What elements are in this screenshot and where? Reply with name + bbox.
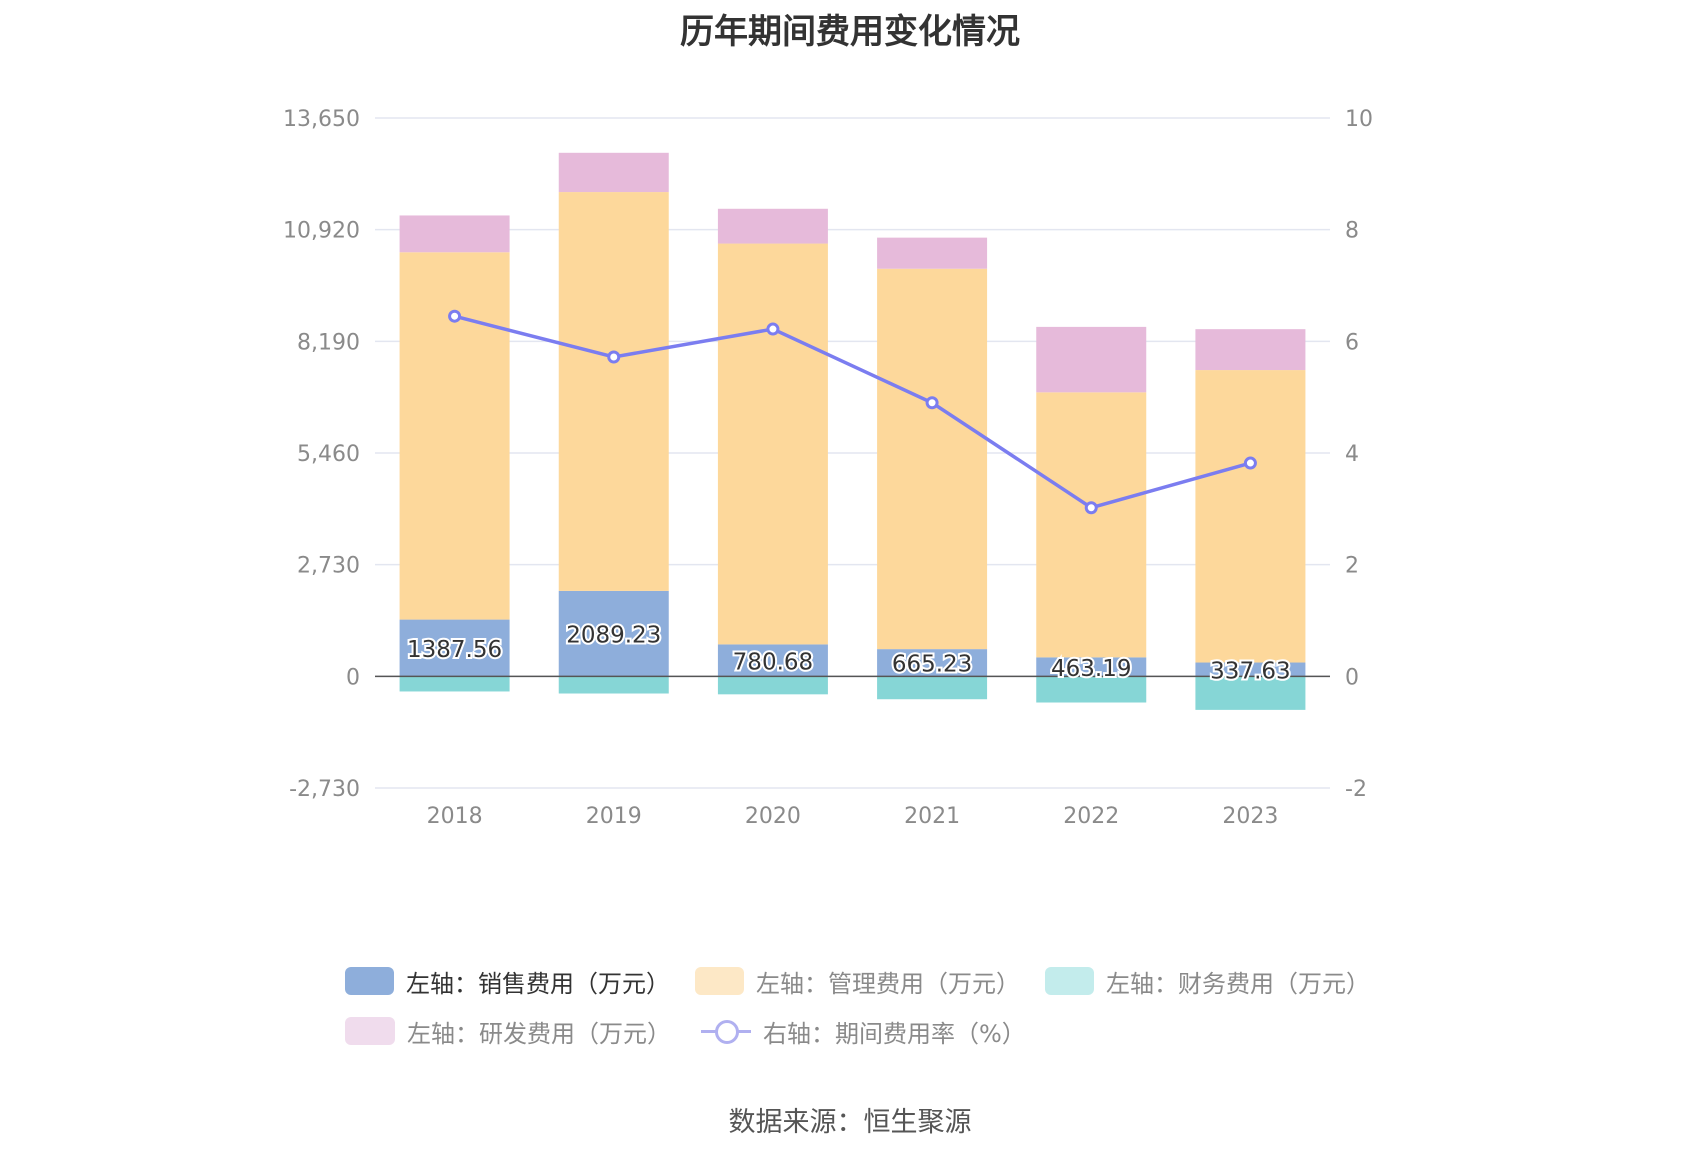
rate-point xyxy=(1084,501,1098,515)
bar-1-2019 xyxy=(558,192,669,591)
data-labels: 1387.56 2089.23 780.68 665.23 463.19 337.63 xyxy=(405,621,1293,687)
bar-3-2022 xyxy=(1036,326,1147,393)
y-right-tick-label: 0 xyxy=(1345,665,1359,690)
bar-2-2018 xyxy=(399,676,510,692)
y-left-tick-label: -2,730 xyxy=(289,777,360,802)
rate-point xyxy=(1243,456,1257,470)
bar-2-2020 xyxy=(717,676,828,695)
legend-item-admin[interactable]: 左轴：管理费用（万元） xyxy=(695,964,1021,999)
x-tick-label: 2022 xyxy=(1063,804,1119,829)
y-right-tick-label: -2 xyxy=(1345,777,1367,802)
x-tick-label: 2020 xyxy=(745,804,801,829)
rate-point xyxy=(448,309,462,323)
bar-3-2020 xyxy=(717,208,828,244)
bar-0-2021 xyxy=(877,649,988,677)
bar-0-2022 xyxy=(1036,657,1147,677)
y-left-tick-label: 8,190 xyxy=(297,330,360,355)
data-label-sales: 337.63 xyxy=(1210,658,1290,684)
legend: 左轴：销售费用（万元） 左轴：管理费用（万元） 左轴：财务费用（万元） 左轴：研… xyxy=(345,956,1395,1056)
y-right-tick-label: 2 xyxy=(1345,554,1359,579)
grid-lines xyxy=(375,117,1330,789)
rate-line-path xyxy=(454,314,1251,510)
data-label-sales: 1387.56 xyxy=(407,637,502,663)
legend-label-finance: 左轴：财务费用（万元） xyxy=(1106,969,1371,998)
x-tick-label: 2021 xyxy=(904,804,960,829)
data-label-sales: 665.23 xyxy=(892,652,972,678)
y-right-tick-label: 8 xyxy=(1345,219,1359,244)
x-tick-label: 2019 xyxy=(586,804,642,829)
legend-label-rate: 右轴：期间费用率（%） xyxy=(763,1019,1026,1048)
legend-label-rnd: 左轴：研发费用（万元） xyxy=(407,1019,671,1048)
bar-1-2018 xyxy=(399,252,510,620)
legend-line-icon xyxy=(701,1017,751,1045)
legend-label-sales: 左轴：销售费用（万元） xyxy=(406,969,671,998)
legend-item-sales[interactable]: 左轴：销售费用（万元） xyxy=(345,964,671,999)
legend-swatch-rnd xyxy=(345,1017,395,1045)
chart-title: 历年期间费用变化情况 xyxy=(680,12,1020,52)
data-label-sales: 780.68 xyxy=(733,649,813,675)
legend-swatch-sales xyxy=(345,967,395,995)
axis-ticks: 13,650 10 10,920 8 8,190 6 5,460 4 2,730 2 0 0 -2,73… xyxy=(283,107,1373,829)
y-right-tick-label: 10 xyxy=(1345,107,1373,132)
bar-3-2019 xyxy=(558,152,669,193)
bars xyxy=(399,152,1306,710)
data-label-sales: 463.19 xyxy=(1051,656,1131,682)
bar-0-2020 xyxy=(717,644,828,677)
bar-3-2023 xyxy=(1195,329,1306,371)
y-right-tick-label: 4 xyxy=(1345,442,1359,467)
legend-row-1: 左轴：销售费用（万元） 左轴：管理费用（万元） 左轴：财务费用（万元） xyxy=(345,956,1395,1006)
bar-1-2022 xyxy=(1036,392,1147,658)
y-left-tick-label: 0 xyxy=(346,665,360,690)
y-right-tick-label: 6 xyxy=(1345,330,1359,355)
rate-line xyxy=(448,309,1257,515)
legend-label-admin: 左轴：管理费用（万元） xyxy=(756,969,1021,998)
legend-item-finance[interactable]: 左轴：财务费用（万元） xyxy=(1045,964,1371,999)
x-tick-label: 2023 xyxy=(1222,804,1278,829)
data-source: 数据来源：恒生聚源 xyxy=(728,1107,972,1138)
bar-3-2021 xyxy=(877,237,988,269)
bar-1-2021 xyxy=(877,268,988,650)
legend-row-2: 左轴：研发费用（万元） 右轴：期间费用率（%） xyxy=(345,1006,1395,1056)
bar-3-2018 xyxy=(399,215,510,253)
rate-point xyxy=(766,322,780,336)
legend-item-rnd[interactable]: 左轴：研发费用（万元） xyxy=(345,1014,671,1049)
bar-0-2023 xyxy=(1195,662,1306,677)
y-left-tick-label: 10,920 xyxy=(283,219,360,244)
bar-0-2018 xyxy=(399,619,510,677)
bar-1-2023 xyxy=(1195,370,1306,663)
chart: 1387.56 2089.23 780.68 665.23 463.19 337.63 1… xyxy=(283,107,1373,829)
bar-1-2020 xyxy=(717,243,828,645)
bar-2-2019 xyxy=(558,676,669,694)
data-label-sales: 2089.23 xyxy=(566,623,661,649)
bar-2-2022 xyxy=(1036,676,1147,703)
x-tick-label: 2018 xyxy=(427,804,483,829)
rate-point xyxy=(925,396,939,410)
bar-0-2019 xyxy=(558,590,669,677)
bar-2-2021 xyxy=(877,676,988,700)
y-left-tick-label: 5,460 xyxy=(297,442,360,467)
y-left-tick-label: 2,730 xyxy=(297,554,360,579)
legend-item-rate[interactable]: 右轴：期间费用率（%） xyxy=(701,1014,1026,1049)
bar-2-2023 xyxy=(1195,676,1306,710)
legend-swatch-finance xyxy=(1045,967,1095,995)
rate-point xyxy=(607,350,621,364)
y-left-tick-label: 13,650 xyxy=(283,107,360,132)
legend-swatch-admin xyxy=(695,967,745,995)
